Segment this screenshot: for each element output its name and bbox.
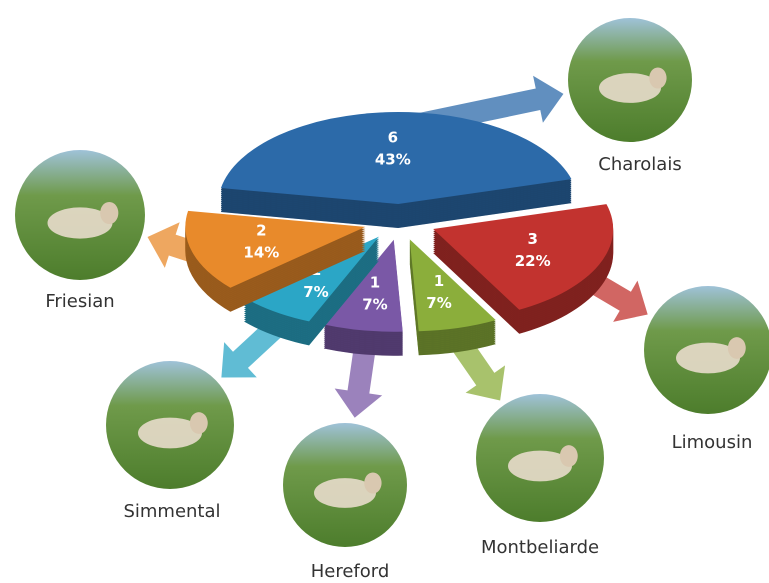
count-label: 2 — [256, 221, 266, 239]
count-label: 3 — [527, 230, 537, 248]
breed-label: Limousin — [672, 432, 753, 453]
slice-group: 17% — [323, 239, 403, 356]
cow-head — [727, 337, 746, 359]
breed-label: Charolais — [598, 154, 681, 175]
percent-label: 14% — [243, 243, 279, 261]
cow-head — [189, 412, 208, 434]
count-label: 1 — [434, 272, 444, 290]
breed-label: Montbeliarde — [481, 537, 599, 558]
cow-body — [599, 73, 661, 103]
cow-body — [676, 342, 740, 374]
cow-body — [138, 417, 202, 449]
slice — [433, 204, 614, 310]
slice — [409, 239, 496, 332]
slice-group: 1 7% — [244, 236, 379, 346]
percent-label: 7% — [426, 294, 451, 312]
breed-label: Simmental — [123, 501, 220, 522]
percent-label: 7% — [303, 283, 328, 301]
cow-head — [649, 67, 667, 89]
percent-label: 43% — [375, 150, 411, 168]
slice — [323, 239, 403, 332]
cow-head — [100, 201, 119, 225]
count-label: 1 — [370, 274, 380, 292]
cow-body — [508, 450, 572, 482]
percent-label: 7% — [362, 296, 387, 314]
slice — [220, 112, 572, 205]
slice-group: 17% — [409, 239, 496, 356]
percent-label: 22% — [515, 252, 551, 270]
slice-group: 643% — [220, 112, 572, 229]
cow-head — [364, 472, 382, 494]
cow-head — [559, 445, 578, 467]
slice — [185, 210, 366, 288]
count-label: 6 — [388, 128, 398, 146]
cow-body — [47, 207, 113, 239]
slice-group: 214% — [185, 210, 366, 312]
slice-group: 322% — [433, 204, 614, 334]
breed-label: Hereford — [311, 561, 390, 582]
cow-body — [314, 478, 376, 508]
breed-label: Friesian — [45, 291, 114, 312]
